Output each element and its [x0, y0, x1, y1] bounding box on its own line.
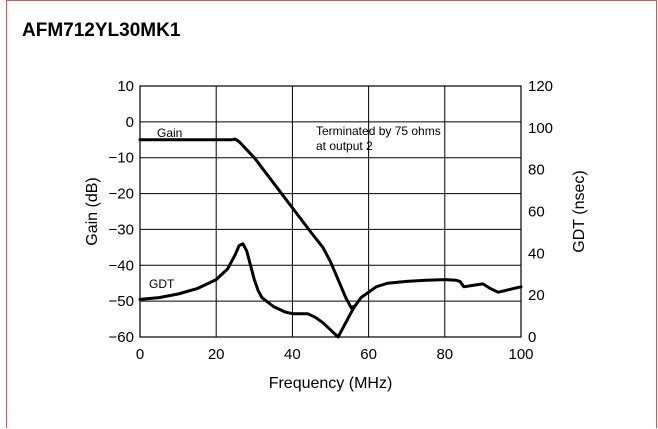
y-left-tick-label: −60 — [109, 329, 134, 346]
y-left-tick-label: −20 — [109, 186, 134, 203]
plot-border — [139, 85, 522, 338]
x-tick-label: 100 — [508, 346, 533, 363]
x-tick-label: 80 — [436, 346, 453, 363]
y-right-tick-label: 60 — [528, 204, 545, 221]
series-line-gdt — [138, 242, 523, 339]
y-left-tick-label: 0 — [126, 114, 134, 131]
annotation-line-2: at output 2 — [316, 139, 373, 153]
y-right-tick-label: 100 — [528, 120, 553, 137]
series-label-gain: Gain — [157, 126, 182, 140]
y-right-tick-label: 80 — [528, 162, 545, 179]
annotation-line-1: Terminated by 75 ohms — [316, 124, 441, 138]
chart-frame — [6, 0, 657, 428]
x-tick-label: 0 — [136, 346, 144, 363]
y-left-axis-label: Gain (dB) — [84, 177, 101, 245]
y-left-tick-label: 10 — [117, 78, 134, 95]
y-right-tick-label: 40 — [528, 245, 545, 262]
y-left-tick-label: −40 — [109, 257, 134, 274]
y-left-tick-label: −10 — [109, 150, 134, 167]
chart-title: AFM712YL30MK1 — [22, 20, 181, 41]
x-tick-label: 60 — [360, 346, 377, 363]
x-axis-label: Frequency (MHz) — [269, 375, 393, 392]
y-right-tick-label: 120 — [528, 78, 553, 95]
y-left-tick-label: −50 — [109, 293, 134, 310]
y-right-tick-label: 20 — [528, 287, 545, 304]
y-right-tick-label: 0 — [528, 329, 536, 346]
y-right-axis-label: GDT (nsec) — [571, 170, 588, 252]
series-line-gain — [138, 137, 355, 310]
x-tick-label: 40 — [284, 346, 301, 363]
series-label-gdt: GDT — [149, 277, 175, 291]
x-tick-label: 20 — [208, 346, 225, 363]
y-left-tick-label: −30 — [109, 221, 134, 238]
